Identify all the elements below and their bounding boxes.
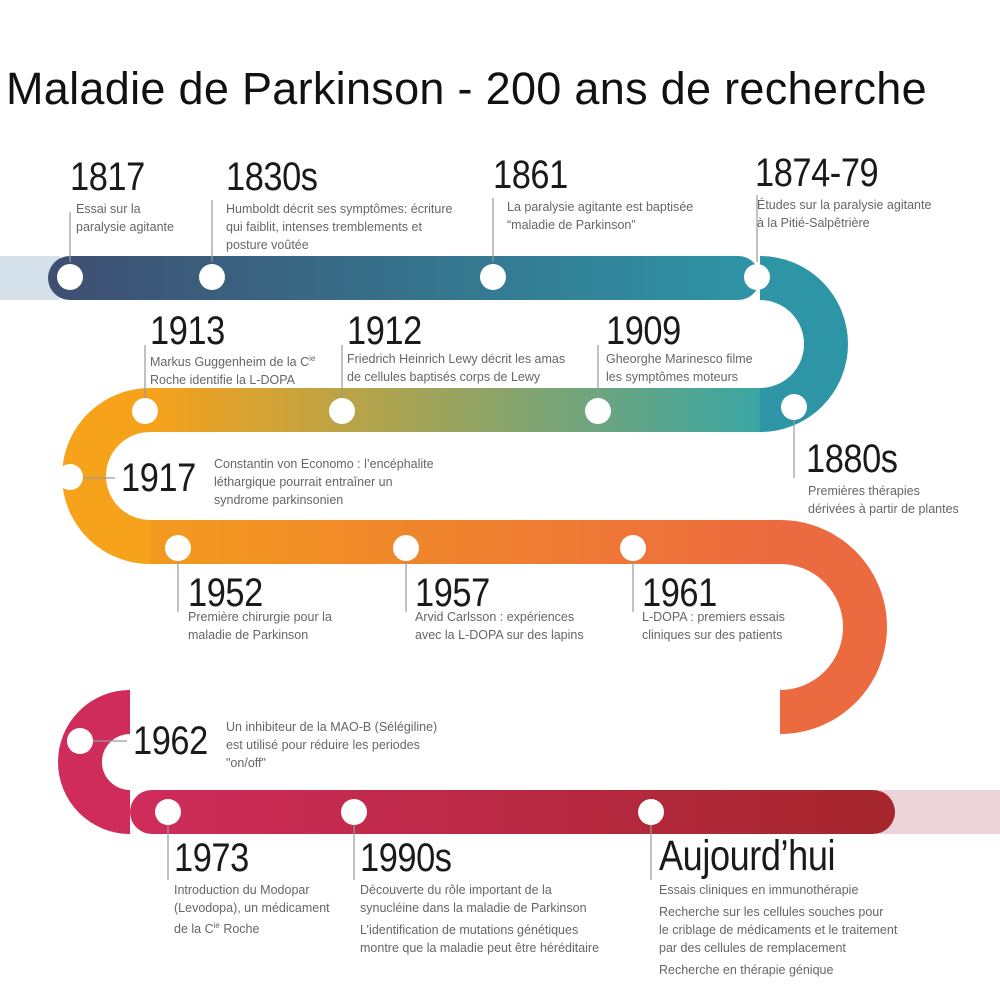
node-1861 [480, 264, 506, 290]
event-1913: 1913 Markus Guggenheim de la Cie Roche i… [150, 310, 315, 389]
event-1962: 1962 [133, 718, 220, 762]
event-description: Première chirurgie pour la maladie de Pa… [188, 610, 332, 642]
node-1973 [155, 799, 181, 825]
event-year: 1861 [493, 153, 568, 197]
event-year: 1962 [133, 719, 208, 763]
node-1990 [341, 799, 367, 825]
road-row-3 [150, 520, 780, 564]
event-year: 1880s [806, 437, 898, 481]
event-year: 1874-79 [755, 151, 879, 195]
node-1961 [620, 535, 646, 561]
event-1917: 1917 [121, 455, 208, 499]
node-1917 [57, 464, 83, 490]
road-end-tail [880, 790, 1000, 834]
event-year: 1913 [150, 309, 225, 353]
event-description: Premières thérapies dérivées à partir de… [808, 484, 959, 516]
event-year: 1912 [347, 309, 422, 353]
event-1973: 1973 Introduction du Modopar (Levodopa),… [174, 837, 330, 938]
event-description: Découverte du rôle important de la synuc… [360, 883, 600, 955]
event-1952: 1952 Première chirurgie pour la maladie … [188, 572, 332, 644]
event-year: 1957 [415, 571, 490, 615]
road-row-4 [130, 790, 895, 834]
node-1912 [329, 398, 355, 424]
node-1957 [393, 535, 419, 561]
event-description: L-DOPA : premiers essais cliniques sur d… [642, 610, 785, 642]
event-description: Introduction du Modopar (Levodopa), un m… [174, 883, 330, 937]
event-year: 1952 [188, 571, 263, 615]
event-1917-description: Constantin von Economo : l’encéphalite l… [214, 455, 434, 509]
node-1874 [744, 264, 770, 290]
event-year: 1817 [70, 155, 145, 199]
event-1990s: 1990s Découverte du rôle important de la… [360, 837, 599, 957]
node-1913 [132, 398, 158, 424]
event-year: 1909 [606, 309, 681, 353]
event-1817: 1817 Essai sur la paralysie agitante [70, 156, 174, 236]
event-description: Un inhibiteur de la MAO-B (Sélégiline) e… [226, 720, 438, 770]
event-year: 1973 [174, 836, 249, 880]
event-year: Aujourd’hui [659, 832, 836, 880]
event-year: 1917 [121, 456, 196, 500]
event-description: Constantin von Economo : l’encéphalite l… [214, 457, 434, 507]
event-1880s: 1880s Premières thérapies dérivées à par… [806, 438, 959, 518]
event-year: 1830s [226, 155, 318, 199]
event-description: Arvid Carlsson : expériences avec la L-D… [415, 610, 584, 642]
road-row-1 [48, 256, 760, 300]
node-1962 [67, 728, 93, 754]
event-description: Gheorghe Marinesco filme les symptômes m… [606, 352, 753, 384]
event-1909: 1909 Gheorghe Marinesco filme les symptô… [606, 310, 753, 386]
event-today: Aujourd’hui Essais cliniques en immunoth… [659, 835, 897, 979]
road-curve-left-1 [62, 388, 151, 564]
event-year: 1990s [360, 836, 452, 880]
event-description: Études sur la paralysie agitante à la Pi… [757, 198, 932, 230]
node-today [638, 799, 664, 825]
event-description: La paralysie agitante est baptisée “mala… [507, 200, 694, 232]
node-1909 [585, 398, 611, 424]
road-curve-left-2 [58, 690, 132, 834]
road-curve-right-1 [759, 256, 848, 432]
event-1962-description: Un inhibiteur de la MAO-B (Sélégiline) e… [226, 718, 437, 772]
event-description: Markus Guggenheim de la Cie Roche identi… [150, 354, 316, 388]
node-1817 [57, 264, 83, 290]
event-1830s: 1830s Humboldt décrit ses symptômes: écr… [226, 156, 452, 254]
event-description: Essai sur la paralysie agitante [76, 202, 174, 234]
event-1861: 1861 La paralysie agitante est baptisée … [493, 154, 693, 234]
page-title: Maladie de Parkinson - 200 ans de recher… [6, 63, 927, 114]
event-description: Friedrich Heinrich Lewy décrit les amas … [347, 352, 566, 384]
event-year: 1961 [642, 571, 717, 615]
road-row-2 [150, 388, 760, 432]
event-1957: 1957 Arvid Carlsson : expériences avec l… [415, 572, 584, 644]
event-description: Essais cliniques en immunothérapie Reche… [659, 883, 898, 977]
event-1961: 1961 L-DOPA : premiers essais cliniques … [642, 572, 785, 644]
event-1874-79: 1874-79 Études sur la paralysie agitante… [755, 152, 931, 232]
event-description: Humboldt décrit ses symptômes: écriture … [226, 202, 453, 252]
node-1830 [199, 264, 225, 290]
event-1912: 1912 Friedrich Heinrich Lewy décrit les … [347, 310, 565, 386]
road-curve-right-2 [779, 520, 887, 734]
node-1952 [165, 535, 191, 561]
node-1880 [781, 394, 807, 420]
